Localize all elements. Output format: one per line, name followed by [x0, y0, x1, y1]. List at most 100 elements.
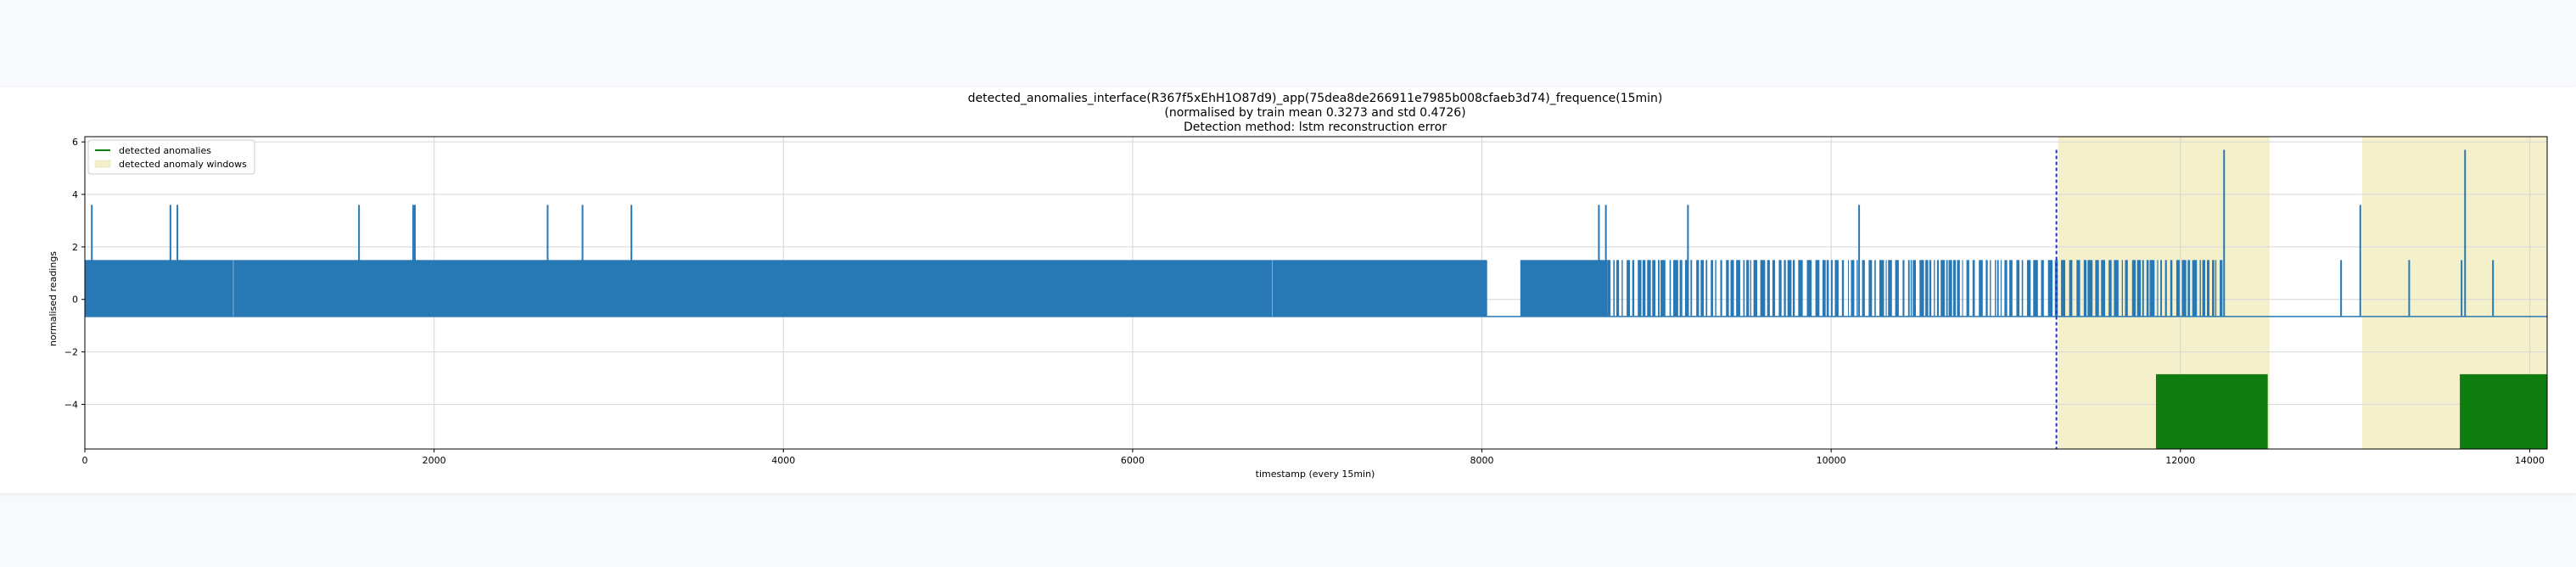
signal-burst — [1815, 260, 1820, 317]
signal-burst — [2136, 260, 2142, 317]
signal-burst — [2212, 260, 2215, 317]
signal-burst — [1826, 260, 1829, 317]
anomaly-chart: detected_anomalies_interface(R367f5xEhH1… — [48, 92, 2548, 480]
signal-burst — [1632, 260, 1635, 317]
chart-method: Detection method: lstm reconstruction er… — [1184, 121, 1447, 134]
detected-anomaly-0 — [2155, 373, 2268, 449]
signal-burst — [1874, 260, 1876, 317]
signal-burst — [2087, 260, 2093, 317]
signal-burst — [1746, 260, 1750, 317]
signal-burst — [1934, 260, 1935, 317]
legend-windows-swatch — [94, 160, 111, 168]
x-tick-label-8000: 8000 — [1470, 455, 1494, 466]
signal-burst — [1778, 260, 1782, 317]
signal-burst — [1642, 260, 1646, 317]
signal-burst — [2114, 260, 2119, 317]
signal-burst — [1736, 260, 1740, 317]
signal-burst — [1616, 260, 1620, 317]
signal-burst — [1767, 260, 1770, 317]
signal-burst — [2149, 260, 2155, 317]
signal-burst — [1750, 260, 1751, 317]
x-tick-label-14000: 14000 — [2515, 455, 2545, 466]
signal-burst — [1990, 260, 1991, 317]
signal-burst — [2170, 260, 2173, 317]
signal-burst — [1888, 260, 1892, 317]
signal-burst — [2095, 260, 2099, 317]
signal-burst — [2026, 260, 2031, 317]
signal-burst — [1856, 260, 1858, 317]
y-tick-label-0: 0 — [72, 295, 78, 306]
signal-burst — [2142, 260, 2144, 317]
signal-burst — [1806, 260, 1812, 317]
signal-burst — [2125, 260, 2128, 317]
signal-burst — [1946, 260, 1948, 317]
plot-frame — [84, 136, 2548, 450]
x-axis-label: timestamp (every 15min) — [1256, 469, 1375, 480]
x-tick-label-6000: 6000 — [1121, 455, 1145, 466]
chart-card: detected_anomalies_interface(R367f5xEhH1… — [0, 87, 2576, 493]
signal-burst — [1879, 260, 1884, 317]
chart-title: detected_anomalies_interface(R367f5xEhH1… — [968, 92, 1663, 105]
signal-burst — [2101, 260, 2106, 317]
signal-burst — [1957, 260, 1960, 317]
legend-windows-label: detected anomaly windows — [119, 159, 247, 170]
signal-burst — [2160, 260, 2163, 317]
signal-burst — [1910, 260, 1912, 317]
x-tick-label-0: 0 — [82, 455, 88, 466]
signal-burst — [2069, 260, 2073, 317]
x-tick-label-10000: 10000 — [1817, 455, 1846, 466]
signal-burst — [2176, 260, 2180, 317]
signal-burst — [2207, 260, 2210, 317]
signal-burst — [2157, 260, 2159, 317]
signal-burst — [1627, 260, 1631, 317]
signal-burst — [1753, 260, 1758, 317]
signal-burst — [1705, 260, 1708, 317]
signal-burst — [2121, 260, 2123, 317]
signal-burst — [2033, 260, 2038, 317]
signal-burst — [1647, 260, 1651, 317]
signal-burst — [1673, 260, 1678, 317]
signal-burst — [1995, 260, 1996, 317]
signal-layer — [85, 149, 2547, 317]
signal-burst — [1862, 260, 1865, 317]
y-tick-label-2: 2 — [72, 242, 78, 253]
signal-burst — [1726, 260, 1729, 317]
signal-burst — [1925, 260, 1929, 317]
signal-burst — [2192, 260, 2198, 317]
signal-burst — [2076, 260, 2080, 317]
signal-burst — [1936, 260, 1940, 317]
signal-burst — [2181, 260, 2187, 317]
y-tick-label--2: −2 — [64, 347, 78, 358]
x-tick-label-2000: 2000 — [423, 455, 446, 466]
legend-anomalies-label: detected anomalies — [119, 145, 211, 156]
signal-burst — [1953, 260, 1957, 317]
signal-burst — [1652, 260, 1656, 317]
detected-anomalies-layer — [2055, 149, 2547, 449]
signal-burst — [1760, 260, 1766, 317]
legend: detected anomalies detected anomaly wind… — [87, 139, 255, 175]
signal-burst — [2146, 260, 2149, 317]
signal-burst — [2016, 260, 2020, 317]
signal-burst — [1885, 260, 1887, 317]
signal-burst — [1798, 260, 1803, 317]
signal-burst — [1929, 260, 1932, 317]
x-tick-label-4000: 4000 — [771, 455, 795, 466]
signal-burst — [1772, 260, 1776, 317]
signal-burst — [1912, 260, 1916, 317]
signal-burst — [1851, 260, 1855, 317]
signal-burst — [1700, 260, 1705, 317]
signal-burst — [1613, 260, 1615, 317]
signal-burst — [1720, 260, 1722, 317]
signal-burst — [1966, 260, 1969, 317]
signal-burst — [1658, 260, 1660, 317]
signal-burst — [1787, 260, 1792, 317]
signal-burst — [1730, 260, 1734, 317]
signal-burst — [1972, 260, 1975, 317]
signal-burst — [2202, 260, 2206, 317]
signal-burst — [2021, 260, 2024, 317]
signal-burst — [1830, 260, 1833, 317]
signal-burst — [1669, 260, 1672, 317]
signal-burst — [1711, 260, 1713, 317]
signal-burst — [2061, 260, 2066, 317]
signal-burst — [1690, 260, 1693, 317]
